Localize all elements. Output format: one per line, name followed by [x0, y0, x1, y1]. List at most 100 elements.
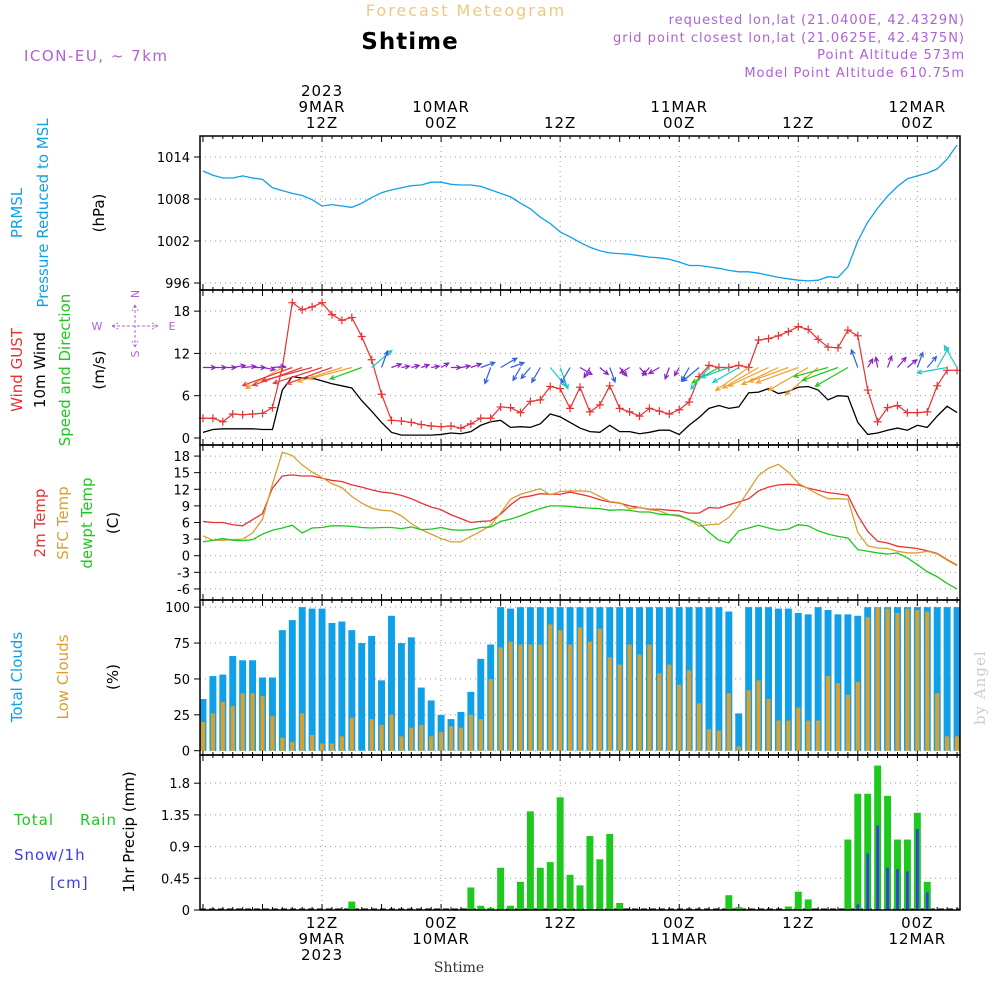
wind-arrow — [272, 364, 287, 370]
low-clouds-bar — [439, 732, 444, 751]
wind-arrow — [850, 348, 859, 368]
gust-marker — [913, 408, 922, 417]
low-clouds-bar — [478, 719, 483, 751]
gust-marker — [546, 382, 555, 391]
total-clouds-bar — [348, 630, 356, 751]
gust-marker — [794, 322, 803, 331]
temp-ytick-label: 9 — [182, 500, 190, 515]
top-time-label: 11MAR — [650, 98, 708, 116]
gust-marker — [615, 404, 624, 413]
total-clouds-bar — [318, 608, 326, 751]
temp-ytick-label: -3 — [177, 566, 190, 581]
low-clouds-bar — [389, 714, 394, 751]
gust-marker — [476, 414, 485, 423]
low-clouds-bar — [577, 627, 583, 751]
gust-marker — [625, 407, 634, 416]
rain-bar — [725, 895, 733, 910]
point-altitude: Point Altitude 573m — [817, 48, 965, 63]
low-clouds-bar — [260, 696, 265, 751]
low-clouds-bar — [220, 701, 225, 751]
low-clouds-bar — [746, 690, 751, 751]
wind-label-10m: 10m Wind — [31, 332, 49, 408]
total-clouds-bar — [695, 607, 703, 751]
wind-arrow — [241, 366, 293, 387]
total-clouds-bar — [417, 687, 425, 751]
rain-bar — [735, 907, 743, 910]
low-clouds-bar — [667, 664, 672, 751]
wind-10m-line — [202, 375, 958, 436]
gust-marker — [814, 335, 823, 344]
wind-arrow — [767, 366, 809, 391]
low-clouds-bar — [925, 611, 930, 751]
temp-ytick-label: 3 — [182, 533, 190, 548]
total-clouds-bar — [844, 614, 852, 751]
wind-arrow — [747, 366, 789, 383]
wind-arrow — [440, 362, 450, 369]
clouds-panel: 0 25 50 75 100 — [165, 599, 961, 760]
gust-marker — [824, 343, 833, 352]
low-clouds-bar — [845, 694, 850, 751]
total-clouds-bar — [378, 680, 386, 751]
rain-bar — [804, 899, 812, 910]
clouds-ytick-label: 50 — [173, 673, 190, 688]
low-clouds-bar — [528, 644, 533, 751]
rain-bar — [516, 881, 524, 910]
clouds-label-unit: (%) — [104, 664, 122, 690]
gust-marker — [764, 334, 773, 343]
wind-arrow — [512, 367, 521, 382]
total-clouds-bar — [298, 607, 306, 751]
pressure-frame — [199, 135, 961, 291]
bottom-time-label: 12Z — [782, 914, 814, 932]
low-clouds-bar — [865, 617, 870, 751]
low-clouds-bar — [538, 644, 543, 751]
gust-marker — [238, 410, 247, 419]
low-clouds-bar — [915, 610, 920, 751]
clouds-ytick-label: 25 — [173, 709, 190, 724]
low-clouds-bar — [300, 713, 305, 751]
requested-coords: requested lon,lat (21.0400E, 42.4329N) — [669, 13, 965, 28]
wind-arrow — [907, 358, 918, 368]
gust-marker — [298, 305, 307, 314]
compass-south: S — [129, 350, 142, 357]
gust-marker — [665, 410, 674, 418]
temp-ytick-label: -6 — [177, 583, 190, 598]
wind-arrow — [391, 362, 403, 369]
snow-bar — [906, 871, 909, 910]
low-clouds-bar — [310, 734, 315, 751]
precip-ytick-label: 1.35 — [161, 809, 190, 824]
low-clouds-bar — [518, 644, 523, 751]
footer-location: Shtime — [434, 960, 484, 976]
temp-label-dewpt: dewpt Temp — [78, 477, 96, 568]
rain-bar — [586, 836, 594, 910]
wind-arrow — [483, 367, 492, 385]
low-clouds-bar — [458, 727, 464, 751]
gust-marker — [397, 417, 406, 426]
wind-arrow — [792, 366, 829, 379]
bottom-time-label: 12Z — [306, 914, 338, 932]
low-clouds-bar — [319, 743, 325, 751]
total-clouds-bar — [328, 622, 336, 751]
wind-arrow — [232, 363, 247, 369]
pressure-panel: 996 1002 1008 1014 — [157, 135, 961, 292]
wind-arrow — [673, 367, 680, 377]
temp-2m-line — [202, 474, 958, 566]
precip-panel: 0 0.45 0.9 1.35 1.8 — [161, 754, 961, 919]
precip-ytick-label: 0.45 — [161, 872, 190, 887]
wind-ytick-label: 18 — [173, 305, 190, 320]
low-clouds-bar — [954, 736, 960, 751]
rain-bar — [497, 867, 505, 910]
gust-marker — [387, 416, 396, 425]
gust-marker — [367, 355, 376, 364]
low-clouds-bar — [945, 736, 950, 751]
clouds-ytick-label: 0 — [182, 745, 190, 760]
wind-arrow — [296, 366, 343, 384]
total-clouds-bar — [755, 607, 763, 751]
low-clouds-bar — [409, 727, 414, 751]
wind-compass: N S W E — [92, 290, 176, 358]
pressure-line — [202, 144, 958, 282]
total-clouds-bar — [388, 615, 395, 751]
low-clouds-bar — [369, 719, 374, 751]
low-clouds-bar — [716, 730, 721, 751]
gust-marker — [893, 401, 902, 410]
